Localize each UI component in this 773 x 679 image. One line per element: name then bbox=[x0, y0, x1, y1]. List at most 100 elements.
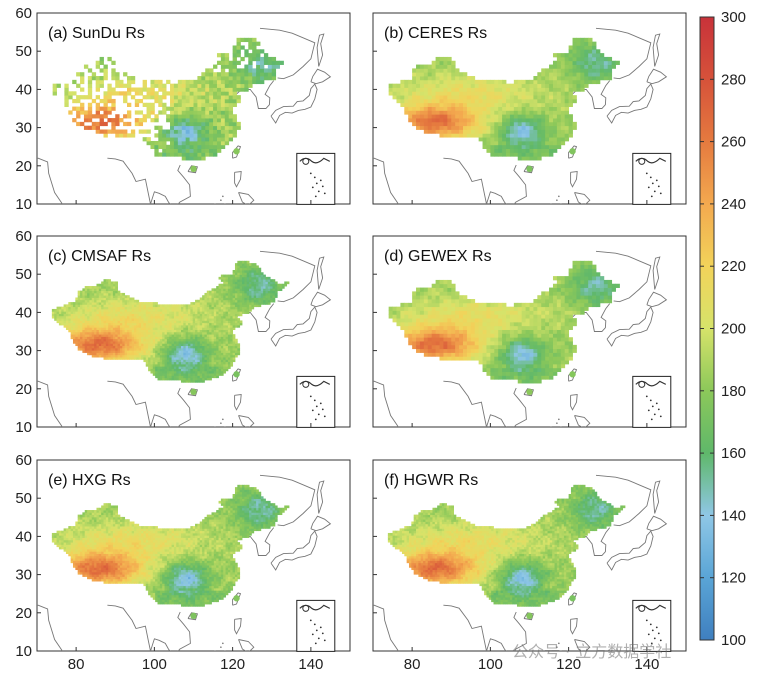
raster-cell bbox=[427, 299, 433, 304]
raster-cell bbox=[96, 341, 100, 344]
raster-cell bbox=[256, 304, 259, 308]
raster-cell bbox=[193, 156, 198, 161]
raster-cell bbox=[150, 144, 155, 150]
raster-cell bbox=[556, 125, 562, 130]
raster-cell bbox=[103, 336, 107, 340]
raster-cell bbox=[190, 363, 194, 367]
raster-cell bbox=[220, 345, 224, 349]
raster-cell bbox=[272, 279, 276, 282]
y-tick-label: 20 bbox=[15, 381, 32, 398]
raster-cell bbox=[169, 363, 172, 367]
raster-cell bbox=[274, 295, 278, 298]
raster-cell bbox=[216, 144, 222, 150]
raster-cell bbox=[209, 144, 214, 150]
raster-cell bbox=[129, 329, 133, 333]
raster-cell bbox=[232, 315, 236, 319]
raster-cell bbox=[166, 144, 171, 150]
raster-cell bbox=[423, 295, 429, 300]
raster-cell bbox=[112, 288, 116, 292]
raster-cell bbox=[246, 288, 250, 292]
raster-cell bbox=[478, 87, 483, 92]
raster-cell bbox=[96, 354, 100, 358]
raster-cell bbox=[396, 310, 401, 315]
raster-cell bbox=[145, 338, 149, 342]
raster-cell bbox=[169, 359, 172, 363]
raster-cell bbox=[529, 98, 534, 104]
raster-cell bbox=[173, 373, 177, 376]
coastline bbox=[241, 432, 257, 442]
raster-cell bbox=[171, 357, 175, 360]
raster-cell bbox=[223, 341, 226, 344]
raster-cell bbox=[416, 310, 421, 315]
raster-cell bbox=[193, 106, 198, 111]
raster-cell bbox=[166, 350, 170, 353]
raster-cell bbox=[181, 148, 187, 153]
raster-cell bbox=[474, 114, 480, 119]
raster-cell bbox=[204, 297, 208, 301]
raster-cell bbox=[96, 288, 100, 292]
raster-cell bbox=[572, 79, 577, 85]
raster-cell bbox=[56, 315, 60, 319]
raster-cell bbox=[188, 331, 191, 335]
raster-cell bbox=[211, 361, 215, 365]
raster-cell bbox=[197, 133, 202, 138]
raster-cell bbox=[138, 318, 142, 321]
raster-cell bbox=[173, 121, 179, 127]
raster-cell bbox=[94, 286, 97, 289]
raster-cell bbox=[197, 95, 202, 100]
raster-cell bbox=[459, 102, 464, 107]
raster-cell bbox=[253, 299, 257, 303]
coastline bbox=[310, 291, 332, 308]
raster-cell bbox=[529, 152, 534, 157]
raster-cell bbox=[244, 295, 248, 298]
raster-cell bbox=[193, 95, 198, 100]
raster-cell bbox=[213, 302, 217, 305]
raster-cell bbox=[237, 318, 241, 321]
raster-cell bbox=[77, 320, 81, 324]
raster-cell bbox=[502, 79, 507, 85]
raster-cell bbox=[225, 350, 229, 353]
raster-cell bbox=[549, 83, 554, 88]
raster-cell bbox=[537, 114, 542, 119]
raster-cell bbox=[451, 118, 456, 123]
raster-cell bbox=[560, 60, 566, 65]
raster-cell bbox=[506, 114, 511, 119]
raster-cell bbox=[423, 87, 429, 92]
raster-cell bbox=[183, 320, 187, 324]
raster-cell bbox=[110, 304, 114, 308]
raster-cell bbox=[110, 313, 114, 317]
raster-cell bbox=[122, 338, 126, 342]
raster-cell bbox=[459, 356, 464, 361]
coastline bbox=[259, 250, 316, 303]
raster-cell bbox=[170, 83, 175, 88]
raster-cell bbox=[142, 137, 147, 142]
raster-cell bbox=[141, 338, 144, 342]
raster-cell bbox=[142, 87, 147, 92]
raster-cell bbox=[541, 72, 546, 77]
raster-cell bbox=[155, 322, 158, 326]
raster-cell bbox=[576, 56, 581, 62]
raster-cell bbox=[490, 329, 495, 334]
raster-cell bbox=[164, 322, 168, 326]
raster-cell bbox=[455, 125, 460, 130]
raster-cell bbox=[443, 102, 448, 107]
raster-cell bbox=[150, 306, 154, 310]
raster-cell bbox=[108, 315, 111, 319]
raster-cell bbox=[123, 121, 128, 127]
raster-cell bbox=[218, 338, 222, 342]
raster-cell bbox=[227, 276, 231, 280]
raster-cell bbox=[216, 72, 222, 77]
raster-cell bbox=[218, 283, 222, 287]
raster-cell bbox=[110, 286, 114, 289]
raster-cell bbox=[117, 322, 121, 326]
raster-cell bbox=[56, 318, 60, 321]
raster-cell bbox=[263, 72, 269, 77]
raster-cell bbox=[204, 370, 208, 374]
raster-cell bbox=[162, 359, 165, 363]
raster-cell bbox=[490, 91, 495, 96]
raster-cell bbox=[252, 56, 257, 62]
raster-cell bbox=[148, 338, 151, 342]
island-dot bbox=[214, 426, 216, 427]
raster-cell bbox=[459, 110, 464, 115]
raster-cell bbox=[423, 91, 429, 96]
